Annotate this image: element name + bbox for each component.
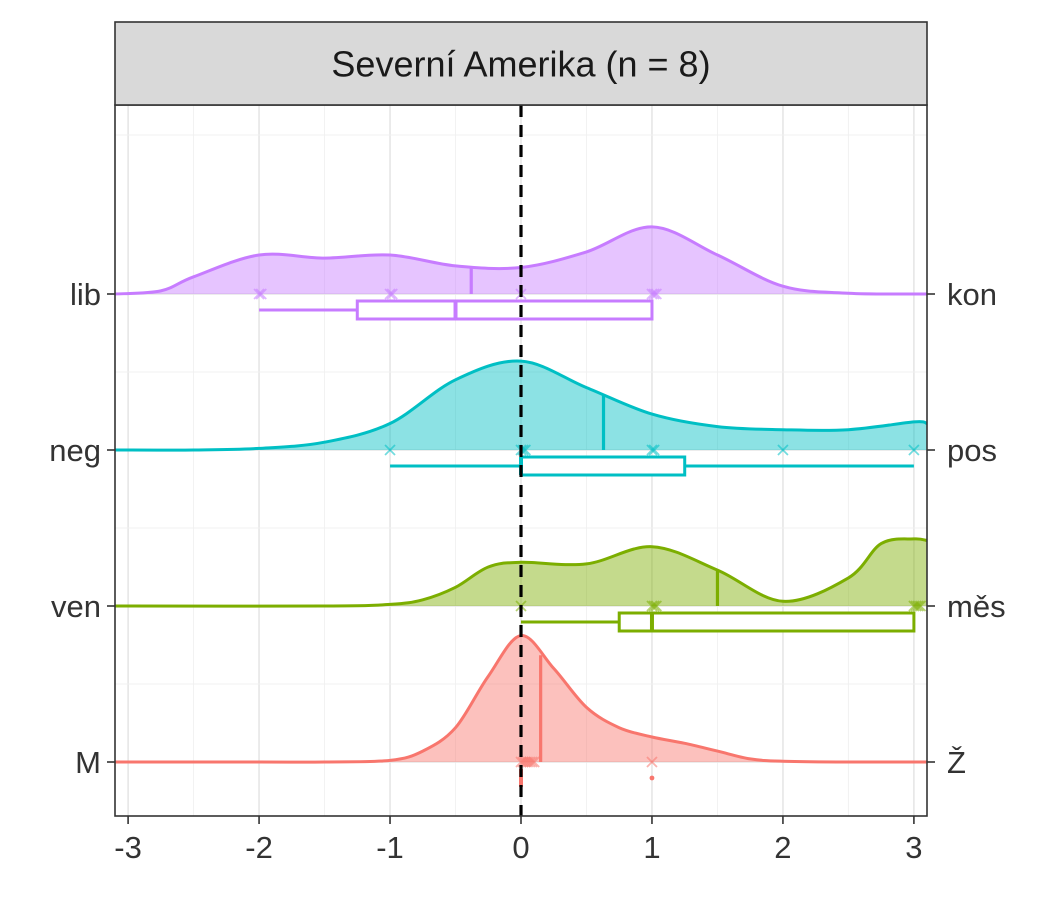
x-tick-label: 3 — [905, 830, 922, 865]
x-tick-label: 1 — [643, 830, 660, 865]
box-plot — [521, 611, 916, 633]
density-area — [115, 635, 927, 763]
y-label-right: kon — [947, 277, 997, 312]
density-line — [114, 537, 928, 608]
raw-point — [648, 600, 660, 612]
y-label-right: pos — [947, 433, 997, 468]
density-line — [115, 634, 928, 764]
raw-point — [526, 756, 538, 768]
x-tick-label: 2 — [774, 830, 791, 865]
raw-point — [528, 756, 540, 768]
y-label-left: M — [75, 745, 101, 780]
x-tick-label: -1 — [376, 830, 404, 865]
facet-strip-background — [114, 21, 928, 106]
raw-point — [650, 600, 663, 612]
box-iqr — [617, 611, 916, 633]
raw-point — [910, 600, 922, 612]
raw-point — [646, 444, 658, 456]
raw-point — [648, 288, 660, 300]
y-label-left: lib — [70, 277, 101, 312]
x-tick-label: 0 — [512, 830, 529, 865]
raw-point — [386, 288, 398, 300]
y-label-left: ven — [51, 589, 101, 624]
box-plots — [259, 299, 916, 787]
raw-point — [384, 444, 396, 456]
raw-point — [912, 600, 924, 612]
raw-point — [650, 288, 663, 300]
raw-point — [255, 288, 267, 300]
outlier-point — [649, 775, 655, 781]
raw-point — [914, 600, 927, 612]
density-line — [114, 359, 928, 452]
x-tick-label: -3 — [114, 830, 142, 865]
box-plot — [259, 299, 654, 321]
y-label-left: neg — [49, 433, 101, 468]
x-tick-label: -2 — [245, 830, 273, 865]
raw-point — [646, 288, 658, 300]
raw-point — [908, 444, 920, 456]
box-iqr — [519, 455, 687, 477]
facet-strip: Severní Amerika (n = 8) — [114, 21, 928, 106]
facet-title: Severní Amerika (n = 8) — [331, 44, 710, 85]
raw-point — [777, 444, 789, 456]
raw-point — [646, 600, 658, 612]
raw-point — [253, 288, 265, 300]
y-label-right: měs — [947, 589, 1006, 624]
y-label-right: Ž — [947, 745, 966, 780]
density-line — [114, 225, 928, 296]
box-iqr — [355, 299, 654, 321]
raw-point — [648, 444, 660, 456]
raw-point — [524, 756, 536, 768]
raw-point — [384, 288, 396, 300]
raw-point — [646, 756, 658, 768]
density-area — [115, 226, 927, 295]
